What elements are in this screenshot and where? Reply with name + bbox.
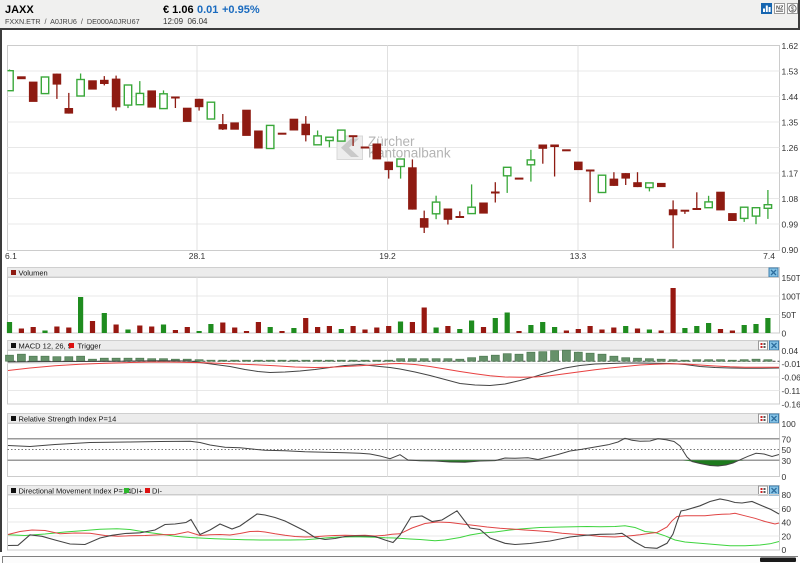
svg-text:-0.16: -0.16 [782, 399, 800, 409]
svg-text:NZ: NZ [776, 6, 784, 12]
svg-text:100: 100 [782, 419, 796, 429]
svg-text:1.35: 1.35 [782, 118, 799, 128]
svg-text:1.53: 1.53 [782, 67, 799, 77]
svg-text:50: 50 [782, 445, 792, 455]
svg-text:MACD 12, 26, 9: MACD 12, 26, 9 [19, 342, 72, 351]
svg-text:0.99: 0.99 [782, 220, 799, 230]
svg-text:7.4: 7.4 [763, 251, 775, 261]
svg-text:DI-: DI- [152, 487, 163, 496]
svg-text:$: $ [791, 6, 795, 13]
svg-text:1.62: 1.62 [782, 41, 799, 51]
svg-text:60: 60 [782, 504, 792, 514]
svg-text:-0.06: -0.06 [782, 373, 800, 383]
svg-text:Kantonalbank: Kantonalbank [368, 146, 451, 161]
svg-text:30: 30 [782, 456, 792, 466]
svg-text:0: 0 [782, 545, 787, 555]
svg-text:1.17: 1.17 [782, 169, 799, 179]
svg-text:Trigger: Trigger [78, 342, 102, 351]
svg-text:80: 80 [782, 490, 792, 500]
svg-text:19.2: 19.2 [379, 251, 396, 261]
svg-text:70: 70 [782, 434, 792, 444]
svg-text:28.1: 28.1 [189, 251, 206, 261]
svg-text:DI+: DI+ [131, 487, 144, 496]
svg-text:20: 20 [782, 531, 792, 541]
svg-text:0: 0 [782, 472, 787, 482]
svg-text:1.26: 1.26 [782, 143, 799, 153]
svg-text:1.44: 1.44 [782, 92, 799, 102]
svg-text:6.1: 6.1 [5, 251, 17, 261]
svg-text:0.90: 0.90 [782, 245, 799, 255]
svg-text:100T: 100T [782, 291, 800, 301]
svg-text:50T: 50T [782, 310, 797, 320]
svg-text:150T: 150T [782, 273, 800, 283]
svg-text:13.3: 13.3 [570, 251, 587, 261]
svg-text:0: 0 [782, 328, 787, 338]
svg-text:Directional Movement Index P=1: Directional Movement Index P=14 [19, 487, 132, 496]
svg-text:-0.11: -0.11 [782, 386, 800, 396]
svg-text:-0.01: -0.01 [782, 359, 800, 369]
svg-text:40: 40 [782, 518, 792, 528]
svg-text:Volumen: Volumen [19, 269, 48, 278]
svg-text:Relative Strength Index P=14: Relative Strength Index P=14 [19, 415, 117, 424]
svg-text:0.04: 0.04 [782, 346, 799, 356]
svg-text:1.08: 1.08 [782, 194, 799, 204]
